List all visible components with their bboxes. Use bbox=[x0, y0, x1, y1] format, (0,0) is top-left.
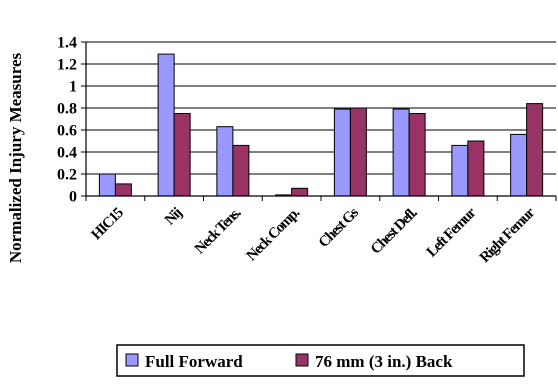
bar-full-forward-1 bbox=[157, 53, 175, 197]
bar-76mm-back-2 bbox=[232, 144, 250, 197]
axes bbox=[85, 42, 557, 201]
legend-frame bbox=[116, 344, 525, 377]
y-tick-label: 0.2 bbox=[57, 167, 77, 184]
x-category-labels: HIC15 Nij Neck Tens. Neck Comp. Chest Gs Ches… bbox=[88, 204, 538, 266]
legend-swatch-full-forward bbox=[125, 353, 139, 367]
bar-76mm-back-7 bbox=[526, 103, 544, 197]
bar-76mm-back-0 bbox=[114, 183, 132, 197]
x-category-label: Right Femur bbox=[477, 204, 539, 266]
y-tick-label: 0 bbox=[69, 189, 77, 206]
y-tick-label: 0.6 bbox=[57, 123, 77, 140]
bar-76mm-back-3 bbox=[291, 187, 309, 197]
x-category-label: Neck Tens. bbox=[192, 204, 245, 257]
bar-76mm-back-5 bbox=[408, 113, 426, 197]
x-category-label: Chest Gs bbox=[316, 205, 362, 251]
bar-76mm-back-4 bbox=[349, 107, 367, 197]
gridlines bbox=[81, 41, 556, 197]
bar-full-forward-6 bbox=[451, 144, 469, 197]
bar-marks bbox=[98, 53, 544, 197]
x-category-label: HIC15 bbox=[88, 205, 126, 243]
legend: Full Forward 76 mm (3 in.) Back bbox=[116, 344, 525, 377]
y-tick-label: 1.4 bbox=[57, 35, 77, 52]
x-category-label: Left Femur bbox=[424, 204, 480, 260]
y-tick-label: 0.8 bbox=[57, 101, 77, 118]
y-tick-label: 1 bbox=[69, 79, 77, 96]
y-tick-label: 1.2 bbox=[57, 57, 77, 74]
bar-full-forward-0 bbox=[98, 173, 116, 197]
bar-full-forward-4 bbox=[333, 108, 351, 197]
y-tick-label: 0.4 bbox=[57, 145, 77, 162]
bar-76mm-back-1 bbox=[173, 113, 191, 197]
bar-76mm-back-6 bbox=[467, 140, 485, 197]
x-category-label: Chest Defl. bbox=[368, 204, 421, 257]
legend-label-full-forward: Full Forward bbox=[145, 352, 243, 371]
bar-full-forward-7 bbox=[510, 133, 528, 197]
y-axis-title: Normalized Injury Measures bbox=[6, 52, 25, 263]
x-category-label: Nij bbox=[162, 205, 186, 229]
bar-full-forward-5 bbox=[392, 108, 410, 197]
y-tick-labels: 0 0.2 0.4 0.6 0.8 1 1.2 1.4 bbox=[57, 35, 77, 206]
legend-label-76mm-back: 76 mm (3 in.) Back bbox=[315, 352, 453, 371]
x-category-label: Neck Comp. bbox=[244, 204, 304, 264]
legend-swatch-76mm-back bbox=[295, 353, 309, 367]
bar-full-forward-2 bbox=[216, 126, 234, 197]
